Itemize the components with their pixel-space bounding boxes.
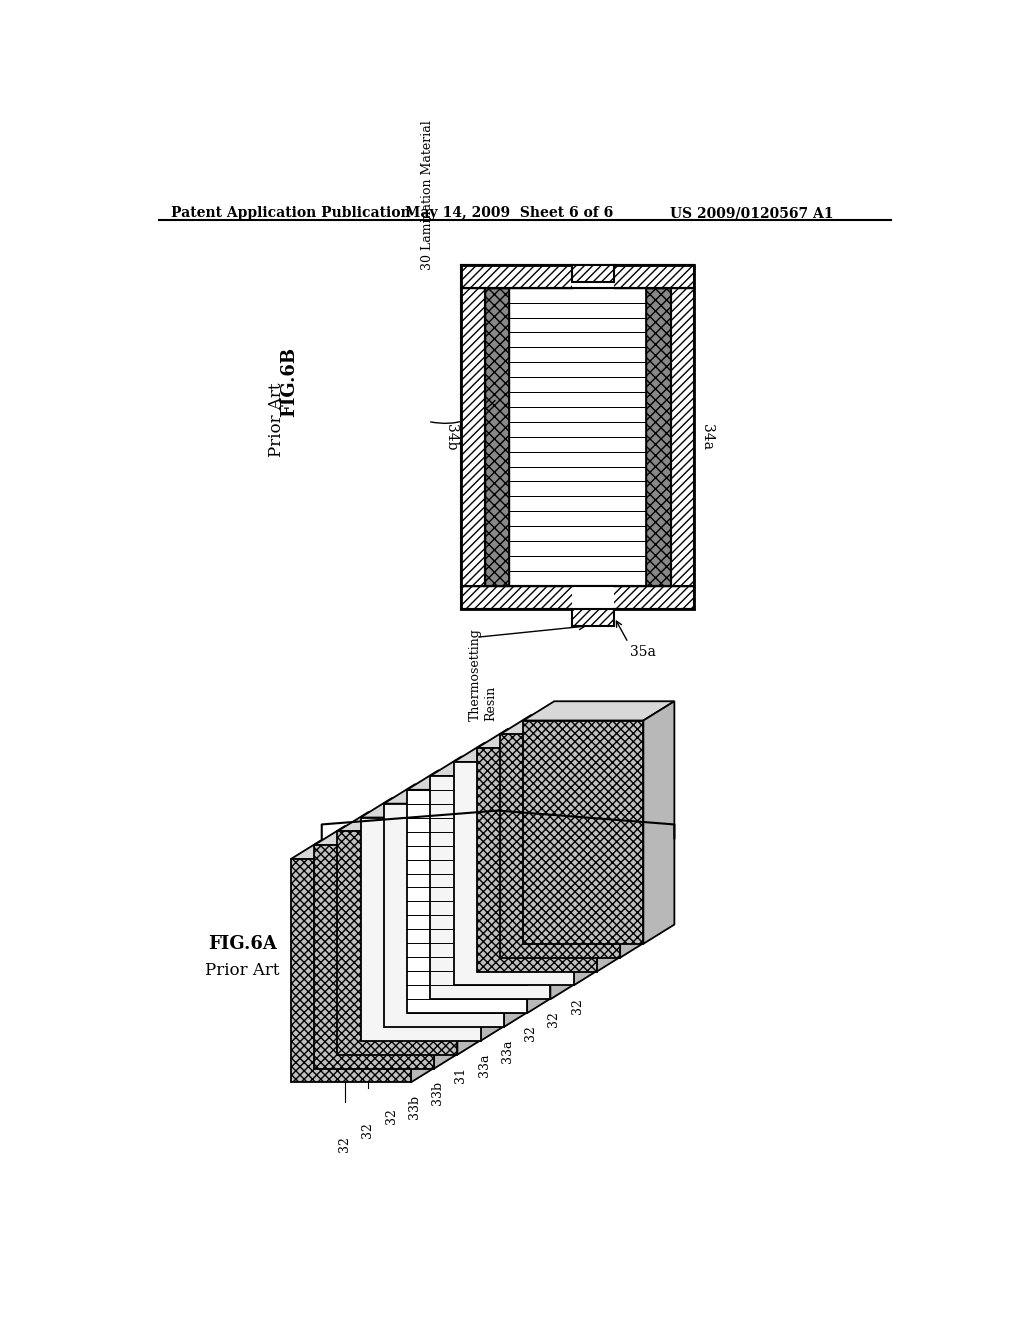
Polygon shape xyxy=(500,715,651,734)
Polygon shape xyxy=(434,826,465,1069)
Text: FIG.6A: FIG.6A xyxy=(208,935,278,953)
Text: 31: 31 xyxy=(455,1067,467,1082)
Text: 33a: 33a xyxy=(501,1039,514,1063)
Polygon shape xyxy=(384,784,535,804)
Text: 30 Lamination Material: 30 Lamination Material xyxy=(421,120,434,271)
Polygon shape xyxy=(360,799,512,817)
Text: 33b: 33b xyxy=(431,1081,444,1105)
Polygon shape xyxy=(621,715,651,958)
Bar xyxy=(571,586,614,609)
Bar xyxy=(671,288,693,586)
Polygon shape xyxy=(314,845,434,1069)
Polygon shape xyxy=(458,812,488,1055)
Text: Patent Application Publication: Patent Application Publication xyxy=(171,206,411,220)
Bar xyxy=(509,288,646,586)
Bar xyxy=(646,288,671,586)
Polygon shape xyxy=(411,840,442,1082)
Polygon shape xyxy=(314,826,465,845)
Text: 30
Lamination
Material: 30 Lamination Material xyxy=(506,723,549,803)
Text: 32: 32 xyxy=(385,1109,397,1125)
Polygon shape xyxy=(523,701,675,721)
Polygon shape xyxy=(477,748,597,972)
Polygon shape xyxy=(337,812,488,832)
Bar xyxy=(571,264,614,281)
Text: 35a: 35a xyxy=(630,645,655,659)
Bar xyxy=(461,265,693,609)
Text: 32: 32 xyxy=(548,1011,560,1027)
Polygon shape xyxy=(527,771,558,1014)
Text: May 14, 2009  Sheet 6 of 6: May 14, 2009 Sheet 6 of 6 xyxy=(406,206,613,220)
Polygon shape xyxy=(454,743,604,762)
Bar xyxy=(461,288,484,586)
Polygon shape xyxy=(291,859,411,1082)
Text: 32: 32 xyxy=(570,998,584,1014)
Polygon shape xyxy=(291,840,442,859)
Polygon shape xyxy=(597,729,628,972)
Bar xyxy=(484,288,509,586)
Text: 33a: 33a xyxy=(477,1053,490,1077)
Polygon shape xyxy=(360,817,480,1040)
Bar xyxy=(571,609,614,626)
Bar xyxy=(484,288,671,586)
Text: 35b: 35b xyxy=(651,268,678,282)
Text: 34a: 34a xyxy=(700,424,714,450)
Text: 34b: 34b xyxy=(444,424,458,450)
Polygon shape xyxy=(480,799,512,1040)
Text: FIG.6B: FIG.6B xyxy=(281,347,298,417)
Text: Prior Art: Prior Art xyxy=(268,383,286,458)
Text: 32: 32 xyxy=(361,1122,375,1138)
Polygon shape xyxy=(430,776,550,999)
Polygon shape xyxy=(504,784,535,1027)
Polygon shape xyxy=(550,756,582,999)
Polygon shape xyxy=(643,701,675,944)
Polygon shape xyxy=(407,789,527,1014)
Bar xyxy=(571,265,614,288)
Polygon shape xyxy=(477,729,628,748)
Polygon shape xyxy=(454,762,573,985)
Polygon shape xyxy=(500,734,621,958)
Polygon shape xyxy=(573,743,604,985)
Polygon shape xyxy=(407,771,558,789)
Text: 32: 32 xyxy=(524,1026,538,1041)
Text: US 2009/0120567 A1: US 2009/0120567 A1 xyxy=(671,206,834,220)
Text: 33b: 33b xyxy=(408,1094,421,1119)
Polygon shape xyxy=(430,756,582,776)
Polygon shape xyxy=(384,804,504,1027)
Bar xyxy=(461,586,693,609)
Polygon shape xyxy=(337,832,458,1055)
Polygon shape xyxy=(523,721,643,944)
Text: Thermosetting
Resin: Thermosetting Resin xyxy=(469,628,497,721)
Text: Prior Art: Prior Art xyxy=(206,962,280,979)
Bar xyxy=(461,265,693,288)
Text: 32: 32 xyxy=(338,1137,351,1152)
